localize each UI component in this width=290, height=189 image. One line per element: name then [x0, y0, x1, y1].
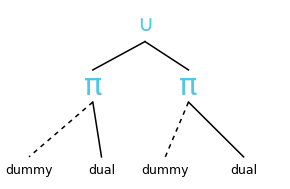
Text: π: π [179, 72, 198, 101]
Text: dual: dual [88, 164, 115, 177]
Text: dual: dual [230, 164, 257, 177]
Text: ∪: ∪ [137, 15, 153, 35]
Text: dummy: dummy [5, 164, 53, 177]
Text: dummy: dummy [142, 164, 189, 177]
Text: π: π [84, 72, 102, 101]
